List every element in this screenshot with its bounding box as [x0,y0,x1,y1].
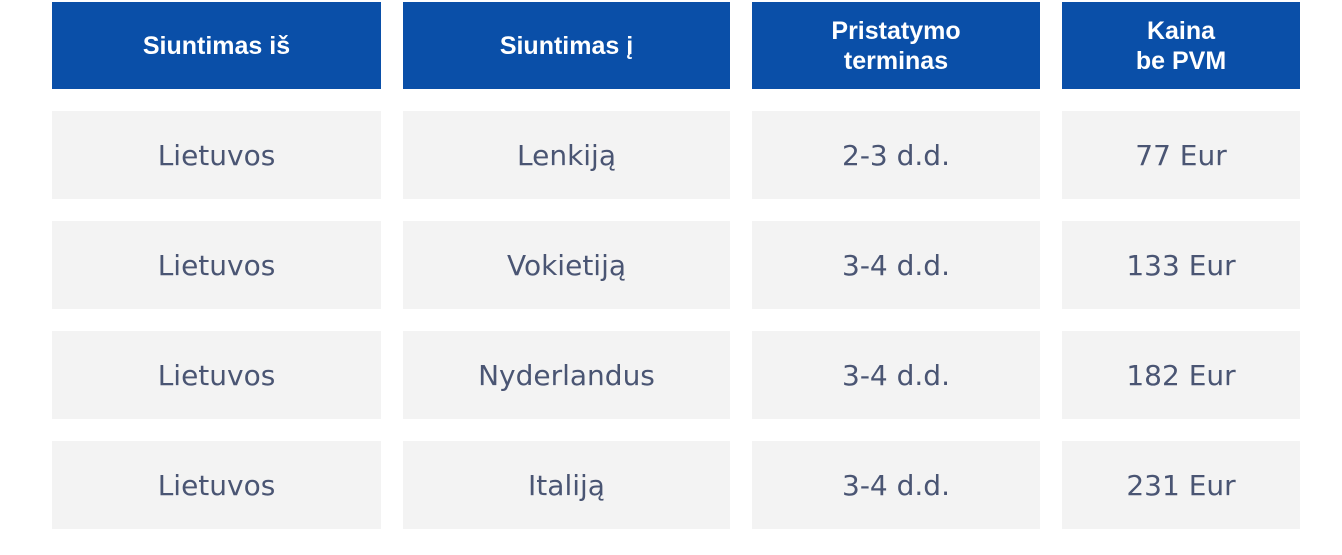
table-cell: Lietuvos [52,111,381,199]
table-cell: Italiją [403,441,730,529]
table-cell: 3-4 d.d. [752,331,1040,419]
header-cell: Kaina be PVM [1062,2,1300,89]
table-cell: 2-3 d.d. [752,111,1040,199]
table-cell: Lietuvos [52,331,381,419]
table-cell: 133 Eur [1062,221,1300,309]
table-cell: 3-4 d.d. [752,441,1040,529]
table-cell: 77 Eur [1062,111,1300,199]
header-cell: Siuntimas į [403,2,730,89]
table-cell: 231 Eur [1062,441,1300,529]
table-cell: Vokietiją [403,221,730,309]
table-cell: Lietuvos [52,441,381,529]
table-cell: Nyderlandus [403,331,730,419]
table-cell: 3-4 d.d. [752,221,1040,309]
table-cell: Lenkiją [403,111,730,199]
header-cell: Siuntimas iš [52,2,381,89]
table-cell: Lietuvos [52,221,381,309]
header-cell: Pristatymo terminas [752,2,1040,89]
table-cell: 182 Eur [1062,331,1300,419]
